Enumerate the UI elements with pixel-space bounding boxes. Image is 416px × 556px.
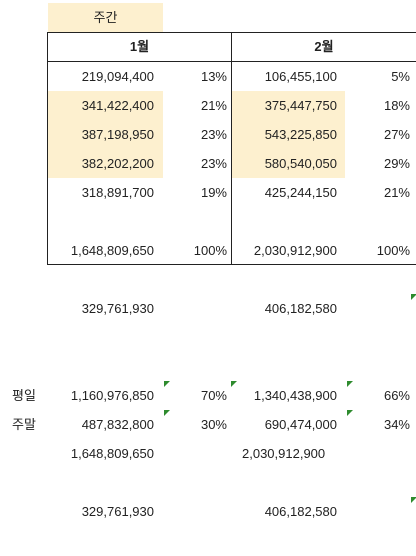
summary-average-cell[interactable]: 406,182,580 bbox=[264, 504, 337, 519]
error-marker-icon[interactable] bbox=[164, 410, 170, 416]
highlight-jan-rows bbox=[48, 91, 163, 178]
total-cell[interactable]: 2,030,912,900 bbox=[253, 243, 337, 258]
summary-cell[interactable]: 1,340,438,900 bbox=[253, 388, 337, 403]
summary-cell[interactable]: 690,474,000 bbox=[264, 417, 337, 432]
error-marker-icon[interactable] bbox=[347, 381, 353, 387]
total-cell[interactable]: 1,648,809,650 bbox=[70, 243, 154, 258]
error-marker-icon[interactable] bbox=[411, 497, 416, 503]
table-left-border bbox=[47, 32, 48, 265]
table-cell[interactable]: 21% bbox=[383, 185, 410, 200]
table-cell[interactable]: 341,422,400 bbox=[81, 98, 154, 113]
weekend-label[interactable]: 주말 bbox=[12, 417, 36, 432]
table-cell[interactable]: 23% bbox=[200, 156, 227, 171]
summary-cell[interactable]: 487,832,800 bbox=[81, 417, 154, 432]
table-cell[interactable]: 219,094,400 bbox=[81, 69, 154, 84]
table-cell[interactable]: 18% bbox=[383, 98, 410, 113]
summary-cell[interactable]: 1,160,976,850 bbox=[70, 388, 154, 403]
table-cell[interactable]: 382,202,200 bbox=[81, 156, 154, 171]
month-header-jan-label: 1월 bbox=[129, 39, 150, 54]
summary-cell[interactable]: 66% bbox=[383, 388, 410, 403]
average-cell[interactable]: 406,182,580 bbox=[264, 301, 337, 316]
error-marker-icon[interactable] bbox=[231, 381, 237, 387]
table-cell[interactable]: 13% bbox=[200, 69, 227, 84]
table-cell[interactable]: 375,447,750 bbox=[264, 98, 337, 113]
month-header-feb-label: 2월 bbox=[314, 39, 334, 54]
table-cell[interactable]: 106,455,100 bbox=[264, 69, 337, 84]
weekly-header-label: 주간 bbox=[93, 10, 118, 25]
weekly-header-cell[interactable]: 주간 bbox=[48, 3, 163, 32]
error-marker-icon[interactable] bbox=[411, 294, 416, 300]
error-marker-icon[interactable] bbox=[347, 410, 353, 416]
average-cell[interactable]: 329,761,930 bbox=[81, 301, 154, 316]
table-cell[interactable]: 21% bbox=[200, 98, 227, 113]
summary-average-cell[interactable]: 329,761,930 bbox=[81, 504, 154, 519]
table-cell[interactable]: 23% bbox=[200, 127, 227, 142]
table-cell[interactable]: 27% bbox=[383, 127, 410, 142]
weekday-label[interactable]: 평일 bbox=[12, 388, 36, 403]
table-cell[interactable]: 19% bbox=[200, 185, 227, 200]
table-cell[interactable]: 425,244,150 bbox=[264, 185, 337, 200]
table-cell[interactable]: 5% bbox=[391, 69, 410, 84]
summary-total-cell[interactable]: 1,648,809,650 bbox=[70, 446, 154, 461]
summary-cell[interactable]: 34% bbox=[383, 417, 410, 432]
table-cell[interactable]: 543,225,850 bbox=[264, 127, 337, 142]
table-cell[interactable]: 387,198,950 bbox=[81, 127, 154, 142]
month-header-jan[interactable]: 1월 bbox=[48, 32, 231, 61]
summary-cell[interactable]: 70% bbox=[200, 388, 227, 403]
error-marker-icon[interactable] bbox=[164, 381, 170, 387]
total-cell[interactable]: 100% bbox=[376, 243, 410, 258]
table-cell[interactable]: 580,540,050 bbox=[264, 156, 337, 171]
table-cell[interactable]: 318,891,700 bbox=[81, 185, 154, 200]
summary-total-cell[interactable]: 2,030,912,900 bbox=[242, 446, 326, 461]
table-cell[interactable]: 29% bbox=[383, 156, 410, 171]
summary-cell[interactable]: 30% bbox=[200, 417, 227, 432]
highlight-feb-rows bbox=[232, 91, 345, 178]
table-column-divider bbox=[231, 32, 232, 265]
total-cell[interactable]: 100% bbox=[193, 243, 227, 258]
month-header-feb[interactable]: 2월 bbox=[232, 32, 416, 61]
